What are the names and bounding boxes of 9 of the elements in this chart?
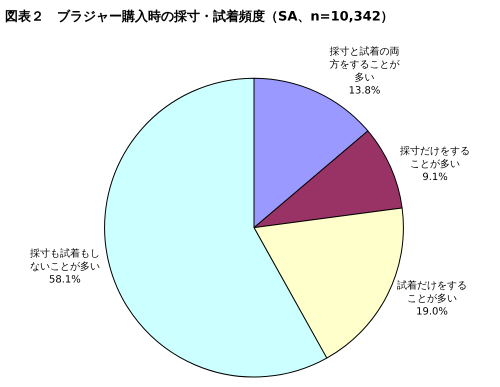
chart-title: 図表２ ブラジャー購入時の採寸・試着頻度（SA、n=10,342） (5, 8, 394, 25)
data-label: 9.1% (422, 172, 448, 183)
slice-label: 採寸も試着もしないことが多い (30, 247, 100, 272)
data-label: 58.1% (49, 274, 81, 286)
slice-label: 採寸だけをすることが多い (400, 144, 470, 170)
data-label: 13.8% (348, 86, 380, 97)
slice-label: 採寸と試着の両方をすることが多い (330, 46, 401, 84)
data-label: 19.0% (416, 306, 448, 318)
slice-label: 試着だけをすることが多い (397, 279, 468, 304)
